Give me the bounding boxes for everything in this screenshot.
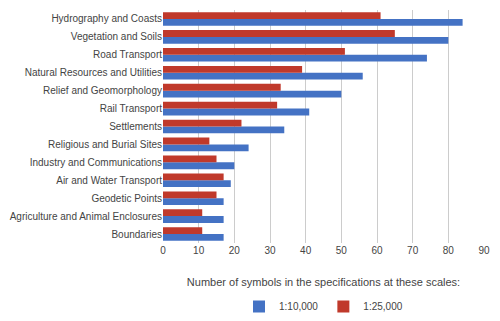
svg-text:70: 70 [407, 245, 419, 256]
svg-text:Hydrography and Coasts: Hydrography and Coasts [51, 13, 162, 24]
svg-text:10: 10 [193, 245, 205, 256]
svg-text:50: 50 [336, 245, 348, 256]
svg-text:30: 30 [264, 245, 276, 256]
svg-text:Religious and Burial Sites: Religious and Burial Sites [48, 139, 162, 150]
svg-text:Number of symbols in the speci: Number of symbols in the specifications … [187, 276, 460, 288]
svg-text:Industry and Communications: Industry and Communications [30, 157, 162, 168]
svg-text:Agriculture and Animal Enclosu: Agriculture and Animal Enclosures [10, 211, 162, 222]
svg-text:Road Transport: Road Transport [93, 49, 162, 60]
svg-text:Natural Resources and Utilitie: Natural Resources and Utilities [25, 67, 162, 78]
svg-text:Air and Water Transport: Air and Water Transport [56, 175, 162, 186]
svg-text:Boundaries: Boundaries [111, 229, 162, 240]
svg-text:40: 40 [300, 245, 312, 256]
svg-text:80: 80 [443, 245, 455, 256]
svg-text:Relief and Geomorphology: Relief and Geomorphology [43, 85, 162, 96]
svg-text:Settlements: Settlements [109, 121, 162, 132]
svg-text:1:25,000: 1:25,000 [363, 301, 402, 312]
svg-text:20: 20 [229, 245, 241, 256]
svg-text:Vegetation and Soils: Vegetation and Soils [71, 31, 162, 42]
svg-text:60: 60 [371, 245, 383, 256]
svg-text:Rail Transport: Rail Transport [100, 103, 162, 114]
svg-text:1:10,000: 1:10,000 [279, 301, 318, 312]
svg-text:Geodetic Points: Geodetic Points [91, 193, 162, 204]
svg-text:0: 0 [160, 245, 166, 256]
svg-text:90: 90 [478, 245, 490, 256]
